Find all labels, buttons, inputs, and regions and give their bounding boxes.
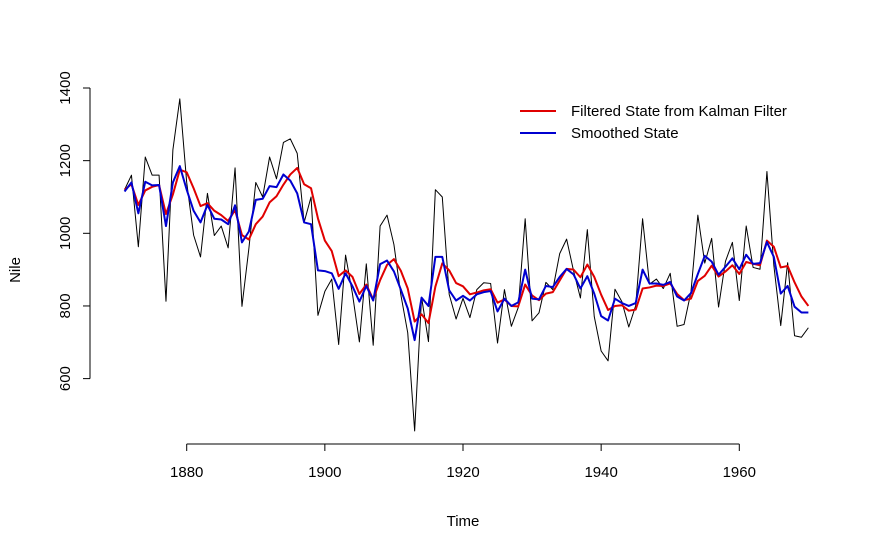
x-tick-label: 1940	[584, 464, 617, 481]
y-tick-label: 1000	[57, 217, 74, 250]
x-tick-label: 1880	[170, 464, 203, 481]
legend-label-smoothed: Smoothed State	[571, 125, 679, 142]
y-tick-label: 1400	[57, 71, 74, 104]
x-axis-title: Time	[447, 513, 480, 530]
legend-label-filtered: Filtered State from Kalman Filter	[571, 103, 787, 120]
x-axis-ticks: 1880 1900 1920 1940 1960	[170, 444, 756, 481]
y-tick-label: 600	[57, 366, 74, 391]
series-line-observed	[124, 98, 809, 432]
x-tick-label: 1960	[723, 464, 756, 481]
x-tick-label: 1920	[446, 464, 479, 481]
series-line-smoothed	[123, 165, 809, 342]
y-axis-title: Nile	[7, 257, 24, 283]
y-tick-label: 800	[57, 293, 74, 318]
y-axis-ticks: 600 800 1000 1200 1400	[57, 71, 90, 391]
series-layer	[123, 98, 810, 432]
legend: Filtered State from Kalman Filter Smooth…	[520, 103, 787, 142]
x-tick-label: 1900	[308, 464, 341, 481]
y-tick-label: 1200	[57, 144, 74, 177]
